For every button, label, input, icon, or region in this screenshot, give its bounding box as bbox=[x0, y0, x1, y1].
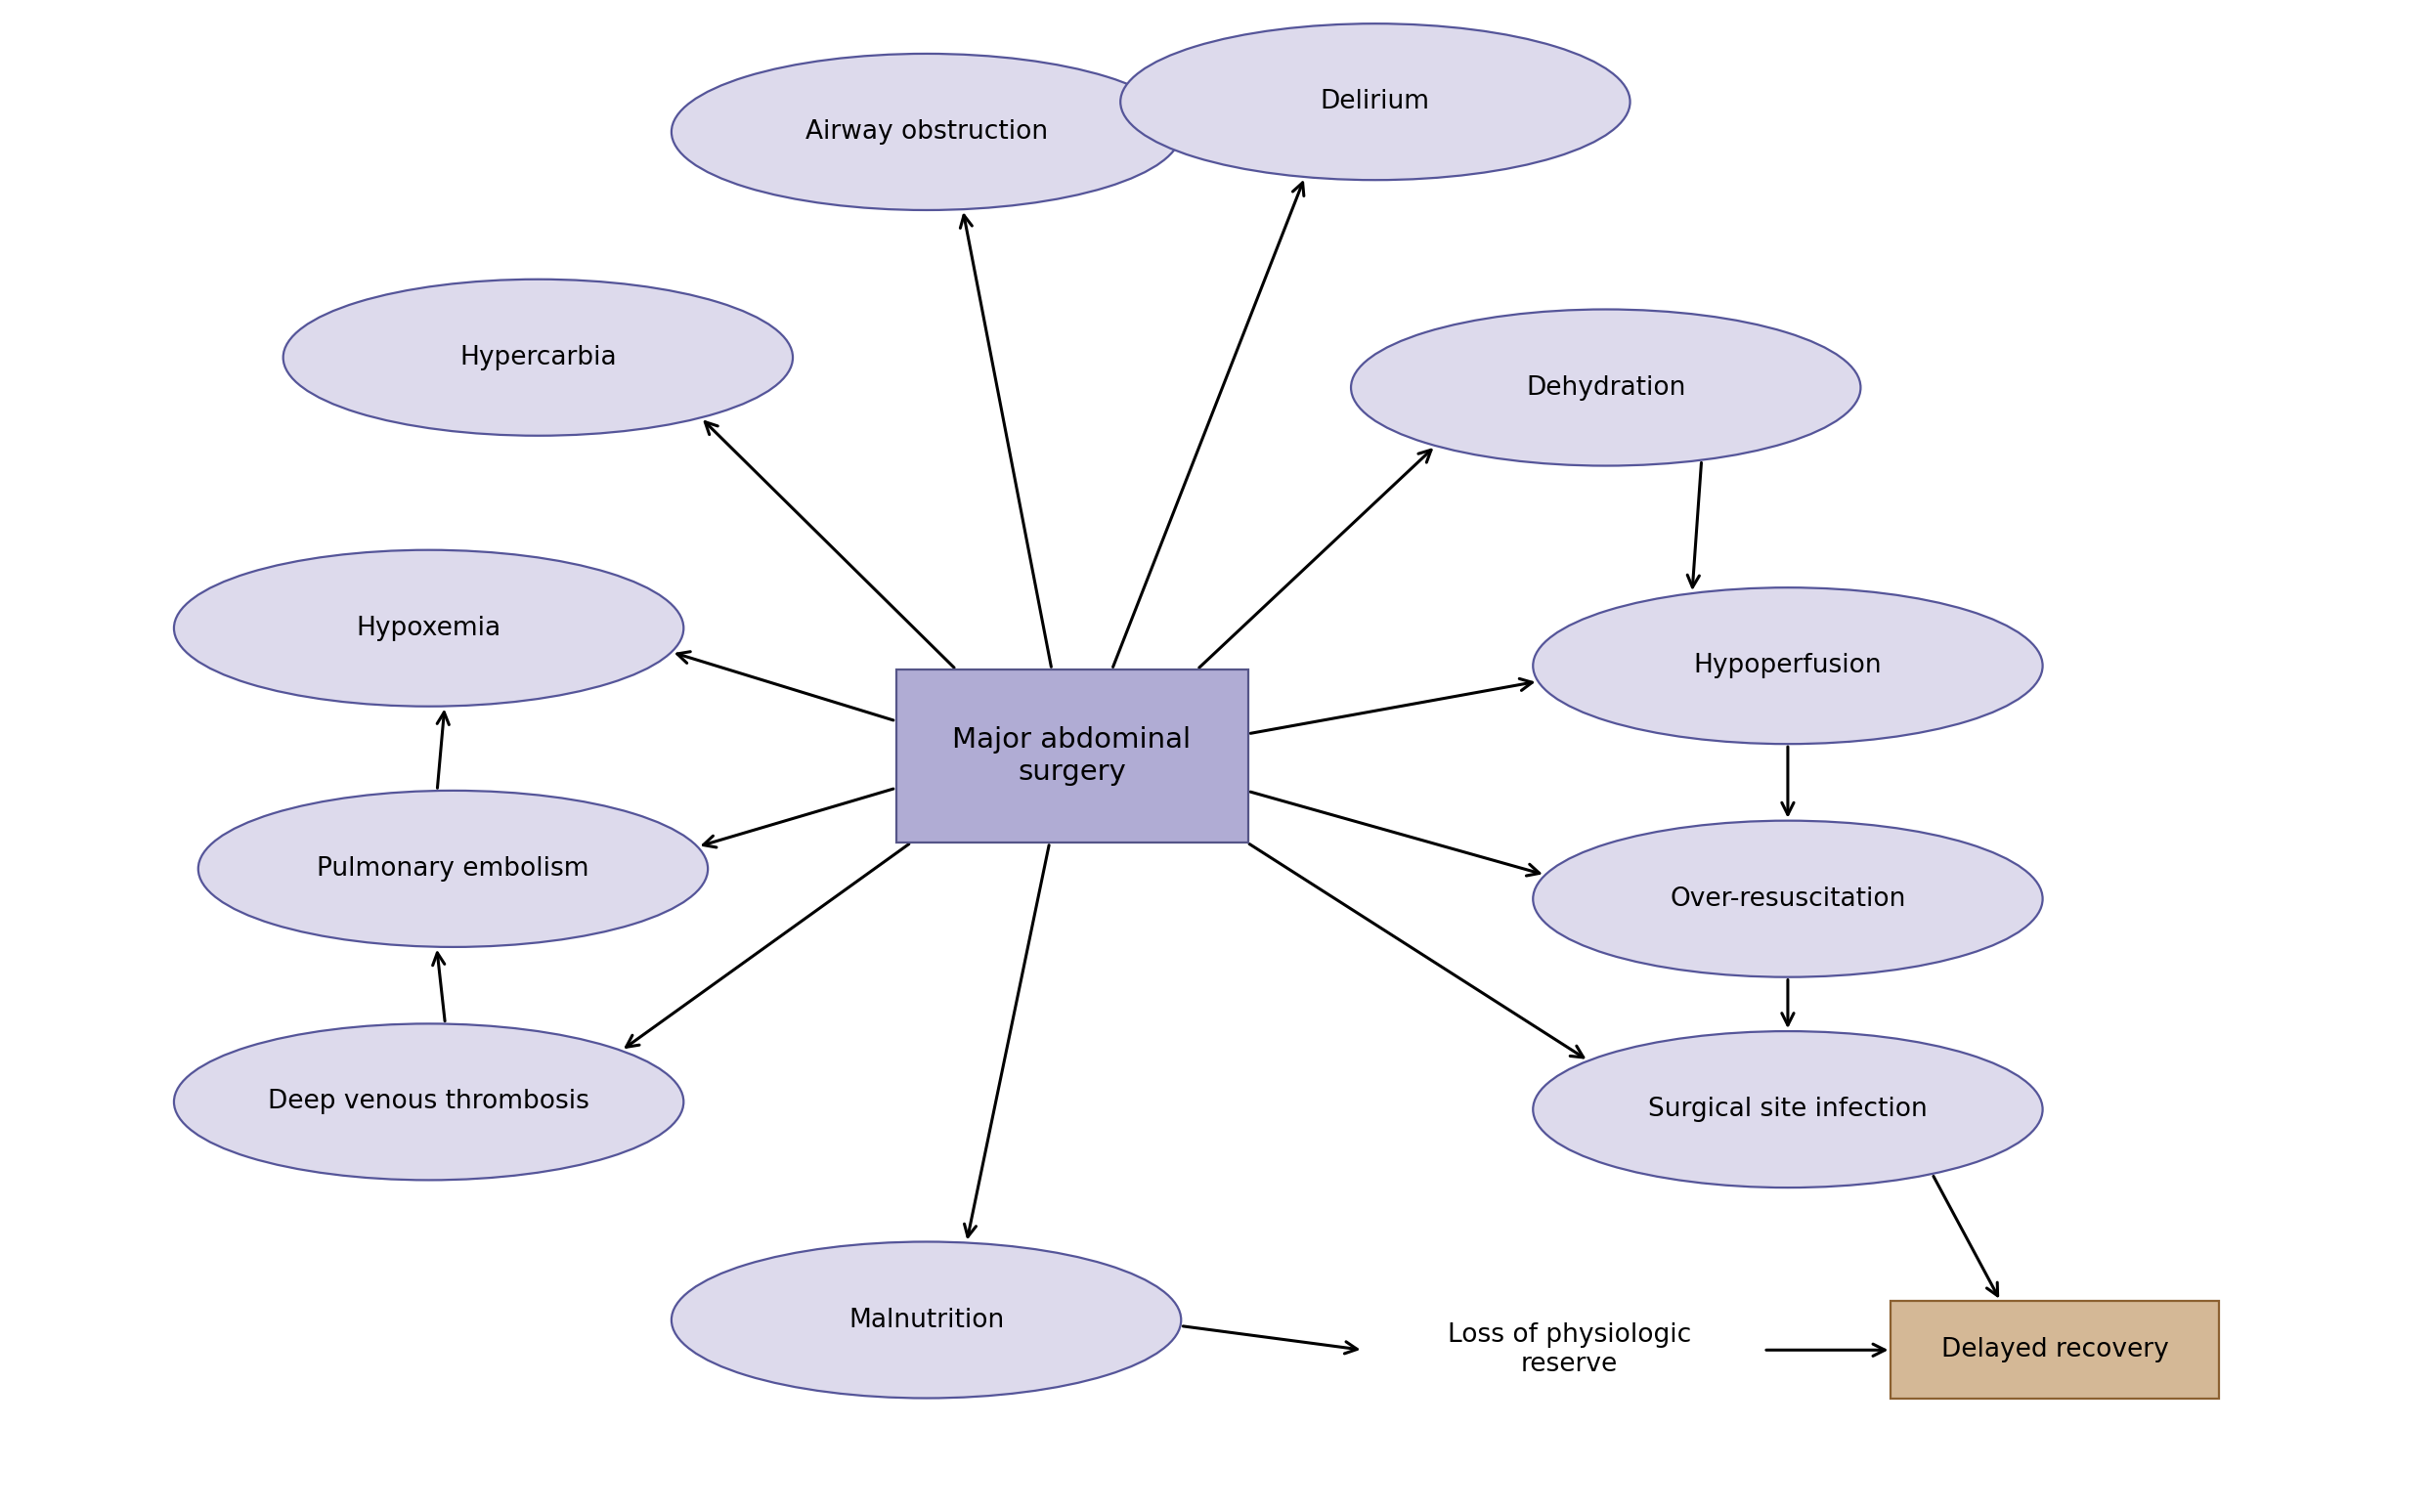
Text: Hypoxemia: Hypoxemia bbox=[356, 615, 502, 641]
Ellipse shape bbox=[1534, 1031, 2043, 1187]
Text: Deep venous thrombosis: Deep venous thrombosis bbox=[268, 1089, 589, 1114]
Text: Over-resuscitation: Over-resuscitation bbox=[1670, 886, 1907, 912]
Ellipse shape bbox=[173, 1024, 684, 1179]
Ellipse shape bbox=[1534, 821, 2043, 977]
Text: Delirium: Delirium bbox=[1320, 89, 1429, 115]
Text: Hypercarbia: Hypercarbia bbox=[460, 345, 616, 370]
Text: Dehydration: Dehydration bbox=[1527, 375, 1685, 401]
Text: Major abdominal
surgery: Major abdominal surgery bbox=[952, 726, 1191, 786]
Ellipse shape bbox=[1351, 310, 1860, 466]
Text: Malnutrition: Malnutrition bbox=[847, 1308, 1003, 1332]
Ellipse shape bbox=[672, 54, 1181, 210]
FancyBboxPatch shape bbox=[896, 670, 1247, 842]
Ellipse shape bbox=[282, 280, 794, 435]
Text: Airway obstruction: Airway obstruction bbox=[806, 119, 1047, 145]
Text: Hypoperfusion: Hypoperfusion bbox=[1695, 653, 1882, 679]
Text: Delayed recovery: Delayed recovery bbox=[1941, 1337, 2170, 1362]
Text: Loss of physiologic
reserve: Loss of physiologic reserve bbox=[1446, 1323, 1692, 1377]
Text: Surgical site infection: Surgical site infection bbox=[1648, 1096, 1929, 1122]
Text: Pulmonary embolism: Pulmonary embolism bbox=[317, 856, 589, 881]
Ellipse shape bbox=[1120, 24, 1629, 180]
Ellipse shape bbox=[672, 1241, 1181, 1399]
Ellipse shape bbox=[197, 791, 709, 947]
Ellipse shape bbox=[1534, 588, 2043, 744]
Ellipse shape bbox=[173, 550, 684, 706]
FancyBboxPatch shape bbox=[1892, 1302, 2218, 1399]
